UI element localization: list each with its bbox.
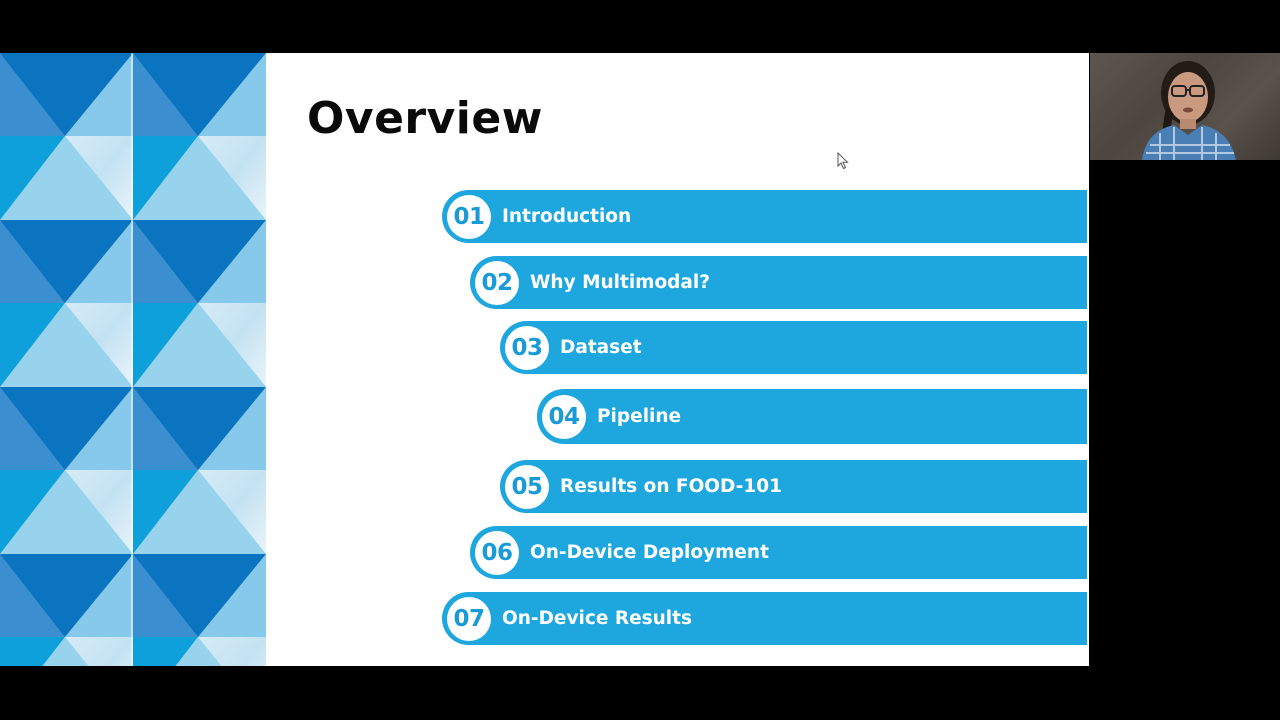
agenda-item-label: Dataset: [560, 337, 642, 358]
agenda-number-badge: 06: [475, 530, 519, 575]
agenda-item-pipeline: 04 Pipeline: [537, 389, 1087, 444]
triangle-pattern-icon: [0, 53, 266, 666]
agenda-number-badge: 04: [542, 394, 586, 439]
decorative-triangle-pattern: [0, 53, 277, 666]
agenda-item-results-food101: 05 Results on FOOD-101: [500, 460, 1087, 513]
presenter-video-icon: [1142, 61, 1236, 160]
agenda-item-on-device-results: 07 On-Device Results: [442, 592, 1087, 645]
agenda-item-on-device-deployment: 06 On-Device Deployment: [470, 526, 1087, 579]
slide-title: Overview: [307, 93, 543, 144]
presenter-webcam-feed: [1090, 53, 1280, 160]
agenda-item-label: On-Device Deployment: [530, 542, 769, 563]
agenda-number-badge: 01: [447, 194, 491, 239]
mouse-pointer-icon: [837, 151, 849, 174]
agenda-item-why-multimodal: 02 Why Multimodal?: [470, 256, 1087, 309]
agenda-item-label: On-Device Results: [502, 608, 693, 629]
agenda-item-label: Why Multimodal?: [530, 272, 710, 293]
agenda-item-label: Pipeline: [597, 406, 682, 427]
presentation-slide: Overview 01 Introduction 02 Why Multimod…: [0, 53, 1089, 666]
agenda-number-badge: 02: [475, 260, 519, 305]
agenda-number-badge: 03: [505, 325, 549, 370]
agenda-number-badge: 07: [447, 596, 491, 641]
agenda-item-label: Introduction: [502, 206, 632, 227]
agenda-number-badge: 05: [505, 464, 549, 509]
agenda-item-dataset: 03 Dataset: [500, 321, 1087, 374]
agenda-item-label: Results on FOOD-101: [560, 476, 783, 497]
agenda-item-introduction: 01 Introduction: [442, 190, 1087, 243]
